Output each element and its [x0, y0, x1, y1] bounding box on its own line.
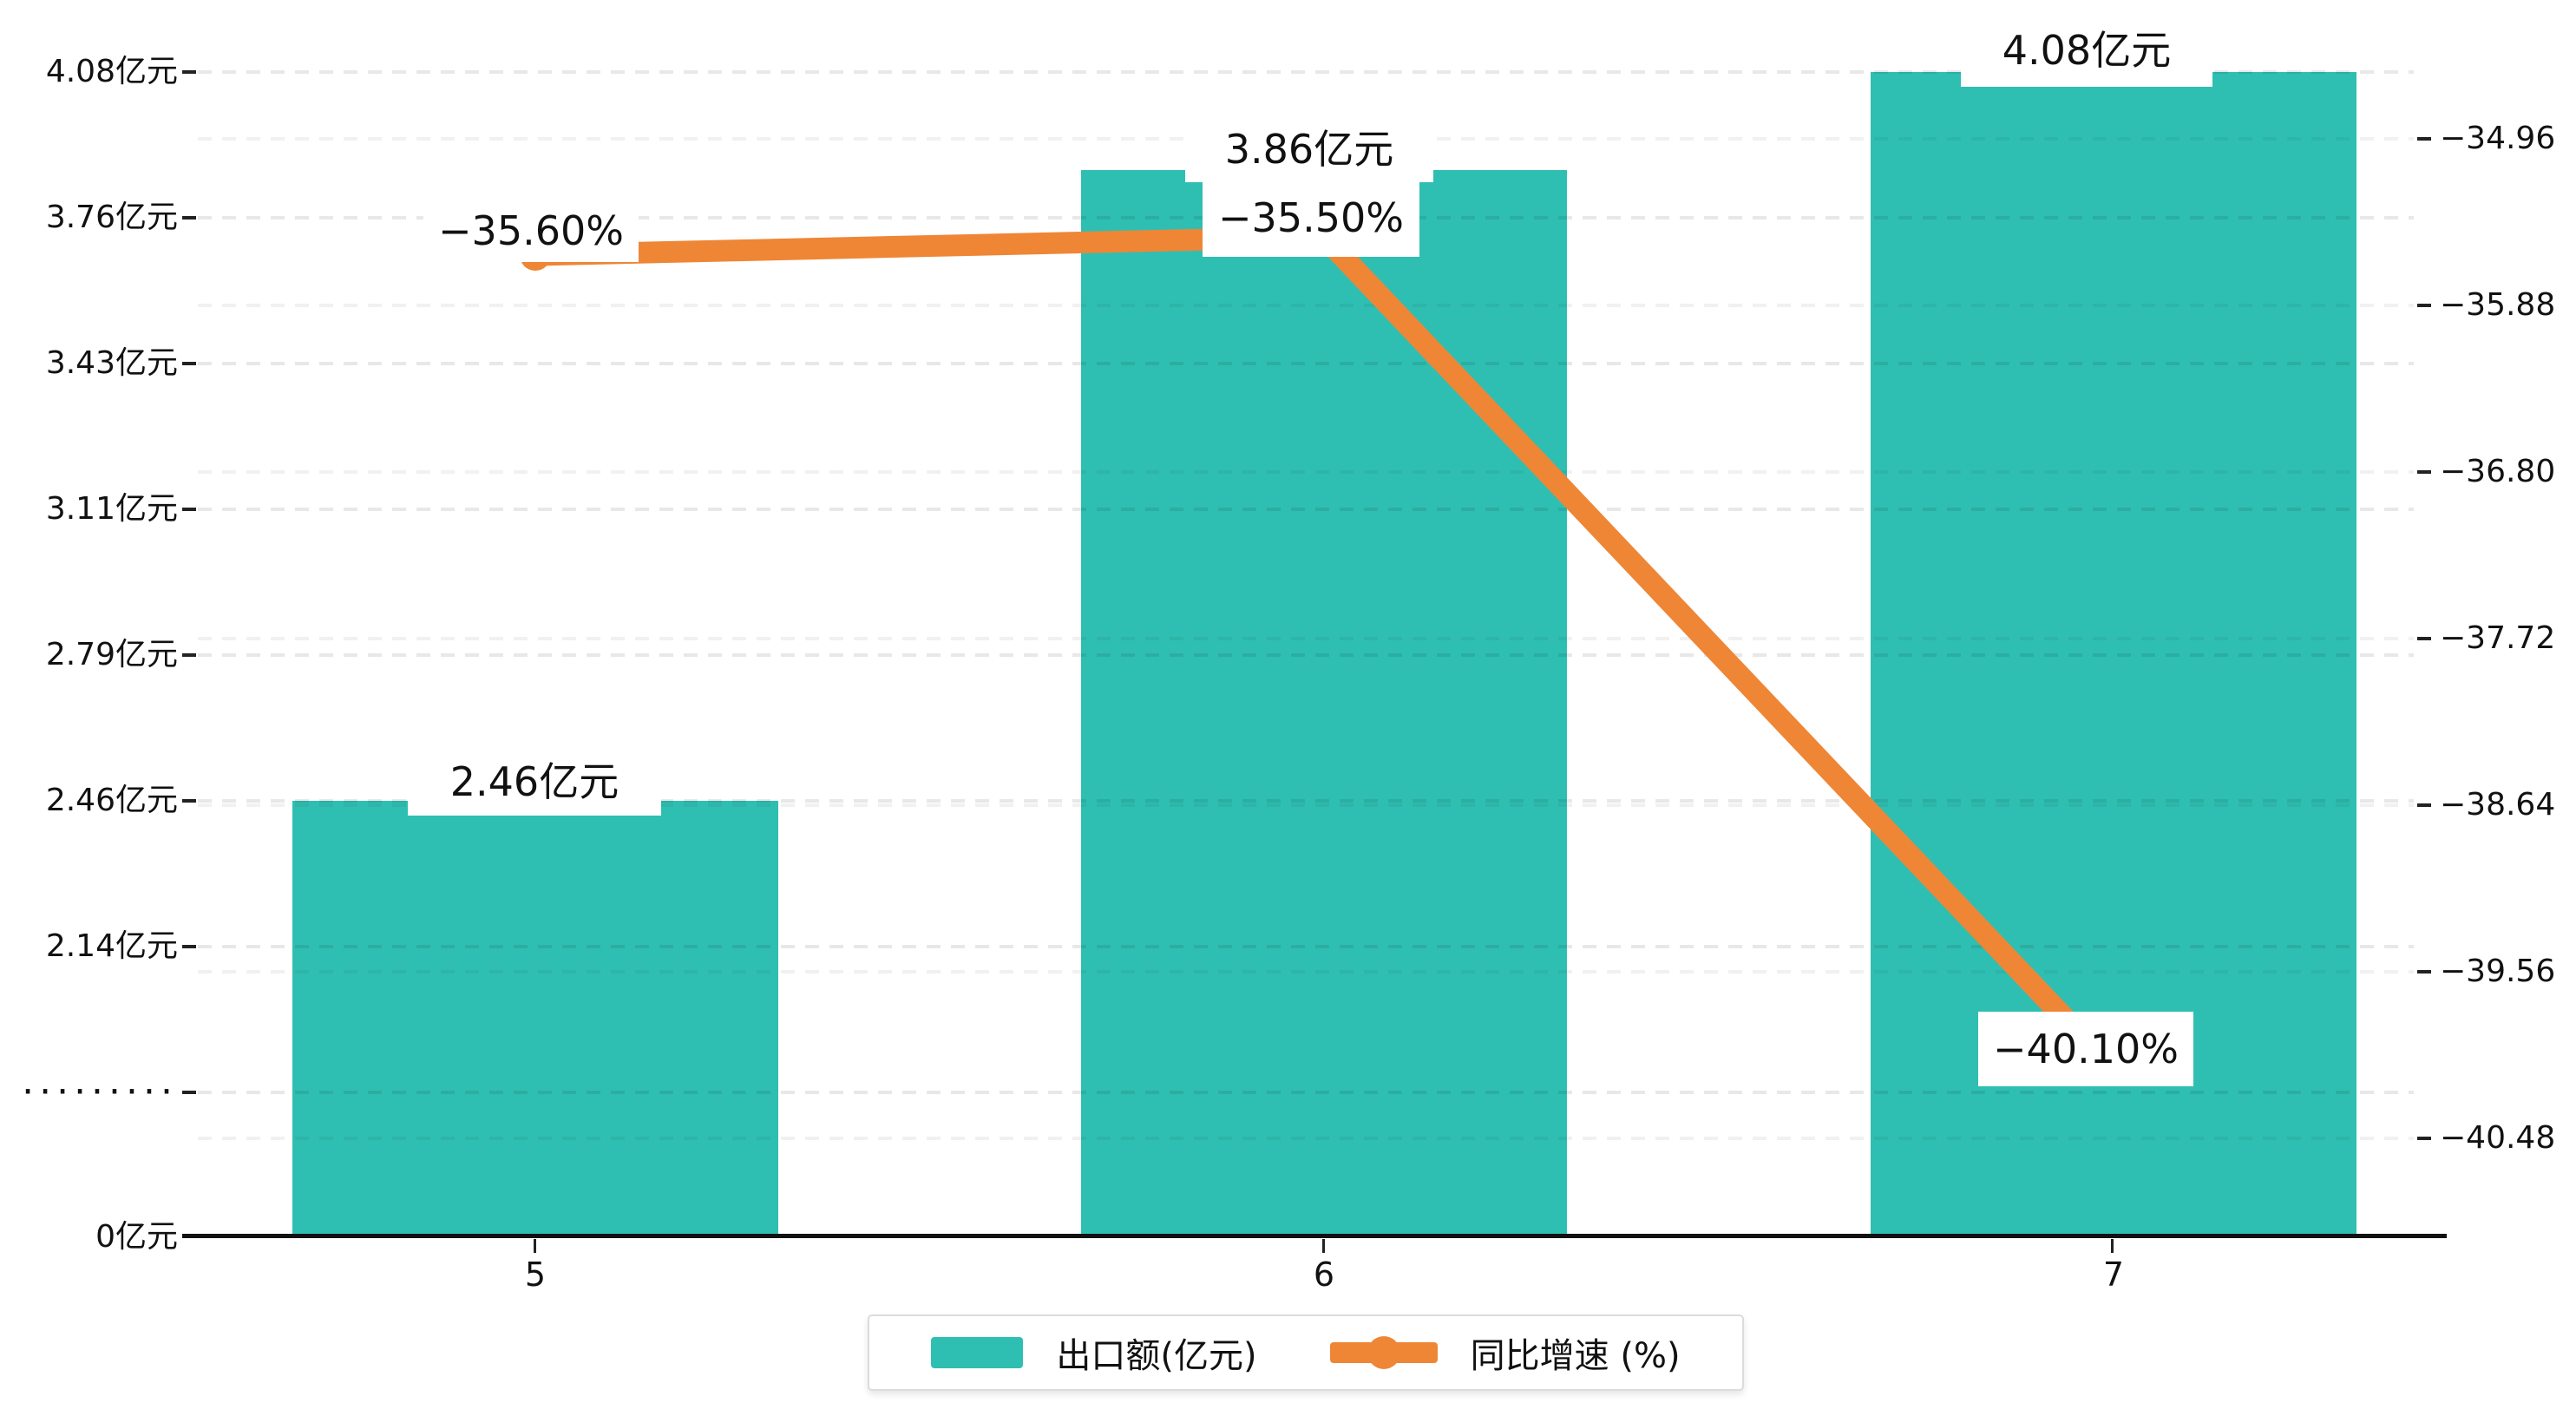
left-axis-tick	[182, 653, 196, 657]
line-series-marker	[1329, 1334, 1438, 1372]
right-axis-label: −39.56	[2440, 954, 2556, 989]
legend-label: 同比增速 (%)	[1470, 1336, 1681, 1376]
x-axis-line	[182, 1234, 2447, 1238]
gridline	[198, 470, 2414, 474]
bar-value-label: 3.86亿元	[1185, 111, 1433, 182]
left-axis-label: 3.76亿元	[45, 200, 178, 235]
gridline	[198, 637, 2414, 640]
bar-month-6	[1081, 170, 1567, 1236]
right-axis-tick	[2417, 1137, 2431, 1140]
gridline	[198, 1091, 2414, 1094]
gridline	[198, 1137, 2414, 1140]
left-axis-tick	[182, 945, 196, 948]
right-axis-label: −38.64	[2440, 787, 2556, 823]
left-axis-label: 3.43亿元	[45, 345, 178, 381]
bar-value-label: 4.08亿元	[1961, 9, 2212, 87]
legend-item-export[interactable]: 出口额(亿元)	[931, 1328, 1257, 1378]
left-axis-tick	[182, 508, 196, 511]
right-axis-tick	[2417, 137, 2431, 141]
legend-item-growth[interactable]: 同比增速 (%)	[1329, 1328, 1681, 1378]
left-axis-tick	[182, 70, 196, 74]
left-axis-label: 0亿元	[95, 1219, 178, 1255]
right-axis-tick	[2417, 470, 2431, 474]
x-axis-tick	[2111, 1239, 2114, 1253]
gridline	[198, 304, 2414, 307]
right-axis-tick	[2417, 970, 2431, 974]
left-axis-break-label: ·········	[22, 1070, 178, 1114]
x-axis-label-month-5: 5	[524, 1255, 547, 1294]
right-axis-label: −40.48	[2440, 1120, 2556, 1156]
right-axis-tick	[2417, 803, 2431, 807]
gridline	[198, 799, 2414, 803]
x-axis-tick	[534, 1239, 536, 1253]
right-axis-label: −34.96	[2440, 121, 2556, 156]
right-axis-label: −35.88	[2440, 287, 2556, 323]
gridline	[198, 970, 2414, 974]
right-axis-label: −37.72	[2440, 620, 2556, 656]
left-axis-label: 2.14亿元	[45, 928, 178, 964]
left-axis-tick	[182, 1091, 196, 1094]
x-axis-tick	[1322, 1239, 1325, 1253]
gridline	[198, 653, 2414, 657]
right-axis-tick	[2417, 637, 2431, 640]
gridline	[198, 70, 2414, 74]
gridline	[198, 508, 2414, 511]
left-axis-label: 2.46亿元	[45, 783, 178, 818]
left-axis-label: 4.08亿元	[45, 54, 178, 89]
gridline	[198, 803, 2414, 807]
bar-value-label: 2.46亿元	[408, 743, 661, 816]
gridline	[198, 945, 2414, 948]
legend: 出口额(亿元) 同比增速 (%)	[868, 1314, 1744, 1391]
x-axis-label-month-6: 6	[1313, 1255, 1335, 1294]
left-axis-label: 2.79亿元	[45, 637, 178, 672]
x-axis-label-month-7: 7	[2102, 1255, 2125, 1294]
left-axis-tick	[182, 799, 196, 803]
line-value-label: −40.10%	[1978, 1012, 2193, 1086]
left-axis-tick	[182, 362, 196, 365]
line-value-label: −35.60%	[423, 200, 639, 262]
gridline	[198, 362, 2414, 365]
right-axis-label: −36.80	[2440, 454, 2556, 489]
line-value-label: −35.50%	[1203, 179, 1419, 257]
right-axis-tick	[2417, 304, 2431, 307]
bar-month-5	[292, 801, 778, 1236]
legend-label: 出口额(亿元)	[1056, 1336, 1257, 1376]
left-axis-tick	[182, 216, 196, 220]
left-axis-label: 3.11亿元	[45, 491, 178, 527]
bar-series-swatch	[931, 1337, 1024, 1368]
